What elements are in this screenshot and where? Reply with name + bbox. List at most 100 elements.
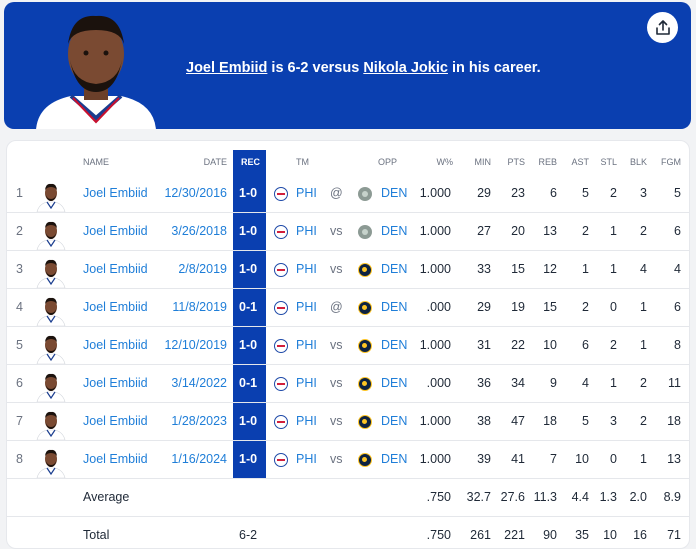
opponent-link[interactable]: DEN [381, 186, 408, 200]
col-header-date[interactable]: DATE [203, 157, 227, 167]
min-value: 36 [477, 376, 491, 390]
76ers-logo-icon [274, 453, 288, 467]
fgm-value: 13 [667, 452, 681, 466]
total-ast: 35 [575, 528, 589, 542]
pts-value: 22 [511, 338, 525, 352]
col-header-fgm[interactable]: FGM [661, 157, 681, 167]
game-date-link[interactable]: 12/30/2016 [164, 186, 227, 200]
col-header-name[interactable]: NAME [83, 157, 110, 167]
76ers-logo-icon [274, 263, 288, 277]
record-value: 1-0 [239, 452, 258, 466]
blk-value: 1 [640, 452, 647, 466]
average-pts: 27.6 [500, 490, 525, 504]
game-date-link[interactable]: 12/10/2019 [164, 338, 227, 352]
col-header-blk[interactable]: BLK [629, 157, 647, 167]
nuggets-logo-icon [358, 415, 372, 429]
opponent-link[interactable]: DEN [381, 338, 408, 352]
reb-value: 15 [543, 300, 557, 314]
record-value: 1-0 [239, 414, 258, 428]
average-blk: 2.0 [629, 490, 647, 504]
location-indicator: vs [330, 376, 343, 390]
team-link[interactable]: PHI [296, 262, 317, 276]
headline: Joel Embiid is 6-2 versus Nikola Jokic i… [186, 60, 541, 76]
min-value: 31 [477, 338, 491, 352]
record-value: 1-0 [239, 186, 258, 200]
fgm-value: 11 [668, 376, 681, 390]
game-date-link[interactable]: 1/16/2024 [171, 452, 227, 466]
min-value: 27 [477, 224, 491, 238]
76ers-logo-icon [274, 187, 288, 201]
headline-tail: in his career. [447, 60, 541, 76]
headline-player-link[interactable]: Joel Embiid [186, 60, 268, 76]
game-date-link[interactable]: 3/26/2018 [171, 224, 227, 238]
player-name-link[interactable]: Joel Embiid [83, 262, 148, 276]
player-name-link[interactable]: Joel Embiid [83, 338, 148, 352]
game-date-link[interactable]: 11/8/2019 [172, 300, 227, 314]
game-date-link[interactable]: 3/14/2022 [171, 376, 227, 390]
opponent-link[interactable]: DEN [381, 414, 408, 428]
fgm-value: 6 [674, 300, 681, 314]
team-link[interactable]: PHI [296, 414, 317, 428]
col-header-rec[interactable]: REC [241, 157, 261, 167]
team-link[interactable]: PHI [296, 300, 317, 314]
total-reb: 90 [543, 528, 557, 542]
player-avatar [36, 183, 66, 212]
76ers-logo-icon [274, 339, 288, 353]
opponent-link[interactable]: DEN [381, 376, 408, 390]
blk-value: 1 [640, 300, 647, 314]
game-date-link[interactable]: 2/8/2019 [178, 262, 227, 276]
reb-value: 12 [543, 262, 557, 276]
player-name-link[interactable]: Joel Embiid [83, 186, 148, 200]
average-row: Average .750 32.7 27.6 11.3 4.4 1.3 2.0 … [7, 479, 689, 517]
location-indicator: vs [330, 224, 343, 238]
col-header-stl[interactable]: STL [600, 157, 617, 167]
team-link[interactable]: PHI [296, 376, 317, 390]
col-header-opp[interactable]: OPP [378, 157, 398, 167]
opponent-link[interactable]: DEN [381, 452, 408, 466]
col-header-reb[interactable]: REB [538, 157, 557, 167]
team-link[interactable]: PHI [296, 338, 317, 352]
location-indicator: vs [330, 414, 343, 428]
76ers-logo-icon [274, 225, 288, 239]
76ers-logo-icon [274, 377, 288, 391]
opponent-link[interactable]: DEN [381, 300, 408, 314]
average-ast: 4.4 [571, 490, 589, 504]
record-value: 0-1 [239, 300, 258, 314]
stl-value: 1 [610, 224, 617, 238]
reb-value: 7 [550, 452, 557, 466]
col-header-min[interactable]: MIN [474, 157, 492, 167]
min-value: 29 [477, 186, 491, 200]
location-indicator: @ [330, 186, 343, 200]
share-icon [655, 19, 670, 35]
col-header-tm[interactable]: TM [296, 157, 309, 167]
share-button[interactable] [647, 12, 678, 43]
ast-value: 1 [582, 262, 589, 276]
team-link[interactable]: PHI [296, 186, 317, 200]
table-row: 7 Joel Embiid 1/28/2023 1-0 PHI vs DEN 1.000 38 4… [7, 403, 689, 441]
row-number: 2 [16, 224, 23, 238]
wpct-value: 1.000 [419, 186, 451, 200]
table-row: 2 Joel Embiid 3/26/2018 1-0 PHI vs DEN 1.000 27 2… [7, 213, 689, 251]
blk-value: 2 [640, 224, 647, 238]
pts-value: 47 [511, 414, 525, 428]
col-header-pts[interactable]: PTS [507, 157, 525, 167]
col-header-wpct[interactable]: W% [436, 157, 454, 167]
player-name-link[interactable]: Joel Embiid [83, 376, 148, 390]
team-link[interactable]: PHI [296, 224, 317, 238]
nuggets-logo-icon [358, 377, 372, 391]
opponent-link[interactable]: DEN [381, 262, 408, 276]
wpct-value: .000 [426, 376, 451, 390]
row-number: 4 [16, 300, 23, 314]
total-pts: 221 [504, 528, 525, 542]
game-date-link[interactable]: 1/28/2023 [171, 414, 227, 428]
team-link[interactable]: PHI [296, 452, 317, 466]
average-reb: 11.3 [533, 490, 557, 504]
headline-opponent-link[interactable]: Nikola Jokic [363, 60, 448, 76]
player-name-link[interactable]: Joel Embiid [83, 300, 148, 314]
opponent-link[interactable]: DEN [381, 224, 408, 238]
reb-value: 18 [543, 414, 557, 428]
player-name-link[interactable]: Joel Embiid [83, 452, 148, 466]
player-name-link[interactable]: Joel Embiid [83, 224, 148, 238]
col-header-ast[interactable]: AST [571, 157, 589, 167]
player-name-link[interactable]: Joel Embiid [83, 414, 148, 428]
